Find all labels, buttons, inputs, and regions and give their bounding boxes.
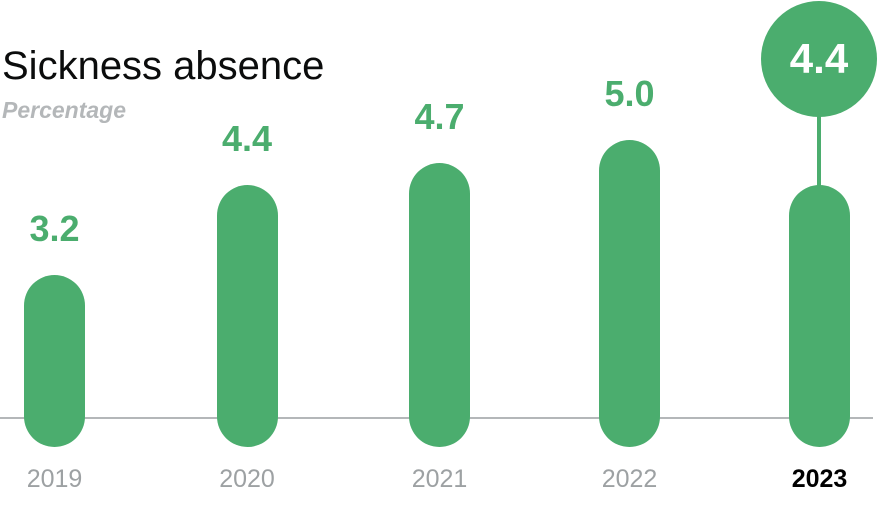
bar-value-label-2020: 4.4 — [221, 118, 273, 159]
x-tick-label-2019: 2019 — [26, 465, 83, 493]
bar-value-label-2019: 3.2 — [29, 208, 80, 249]
x-tick-label-2022: 2022 — [601, 465, 658, 493]
chart-title: Sickness absence — [2, 44, 325, 88]
bar-2019 — [24, 275, 85, 447]
bar-2023 — [789, 185, 850, 447]
bar-value-label-2021: 4.7 — [414, 95, 465, 137]
bar-2020 — [216, 185, 278, 447]
x-tick-label-2023: 2023 — [791, 465, 848, 493]
x-tick-label-2020: 2020 — [219, 465, 275, 493]
highlight-value: 4.4 — [789, 35, 849, 82]
bar-2021 — [409, 162, 470, 447]
chart-subtitle: Percentage — [2, 97, 127, 123]
x-tick-label-2021: 2021 — [411, 465, 468, 493]
callout-stem-line — [817, 112, 821, 188]
highlight-callout-circle: 4.4 — [761, 1, 877, 117]
bar-2022 — [599, 140, 660, 447]
bar-value-label-2022: 5.0 — [604, 73, 655, 114]
